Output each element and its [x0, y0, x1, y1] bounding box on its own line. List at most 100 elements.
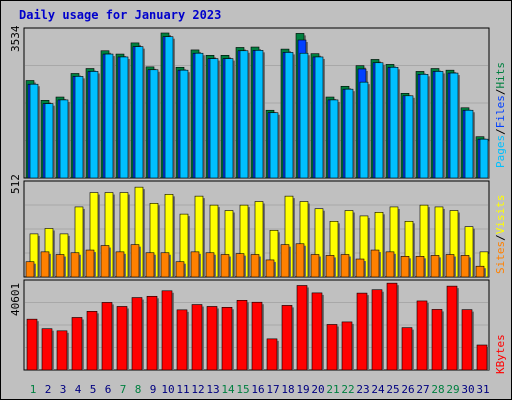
pages-bar: [329, 99, 339, 179]
sites-bar: [190, 251, 200, 278]
sites-bar: [205, 252, 215, 278]
sites-bar: [280, 244, 290, 278]
sites-bar: [100, 245, 110, 278]
kbytes-bar: [191, 304, 203, 371]
sites-bar: [265, 259, 275, 278]
pages-bar: [44, 103, 54, 179]
kbytes-bar: [236, 300, 248, 371]
sites-bar: [400, 256, 410, 278]
day-label: 27: [416, 383, 429, 396]
kbytes-bar: [311, 292, 323, 371]
pages-bar: [449, 72, 459, 179]
kbytes-bar: [461, 309, 473, 371]
day-label: 7: [120, 383, 127, 396]
sites-bar: [235, 253, 245, 278]
pages-bar: [269, 112, 279, 179]
legend-sep: /: [494, 128, 507, 135]
day-label: 25: [386, 383, 399, 396]
pages-bar: [254, 50, 264, 179]
kbytes-bar: [41, 328, 53, 371]
sites-bar: [40, 251, 50, 278]
sites-bar: [430, 255, 440, 278]
kbytes-bar: [326, 324, 338, 371]
day-label: 6: [105, 383, 112, 396]
legend-hits: Hits: [494, 62, 507, 89]
day-label: 13: [206, 383, 219, 396]
pages-bar: [179, 69, 189, 179]
max-label-hits: 3534: [9, 25, 22, 53]
pages-bar: [434, 71, 444, 179]
sites-bar: [115, 251, 125, 278]
sites-bar: [85, 249, 95, 278]
kbytes-bar: [371, 289, 383, 371]
sites-bar: [310, 254, 320, 278]
pages-bar: [464, 109, 474, 179]
day-label: 8: [135, 383, 142, 396]
pages-bar: [479, 138, 489, 179]
sites-bar: [160, 252, 170, 278]
kbytes-bar: [176, 309, 188, 371]
sites-bar: [385, 251, 395, 278]
legend-pages: Pages: [494, 134, 507, 168]
pages-bar: [299, 52, 309, 179]
sites-bar: [250, 254, 260, 278]
pages-bar: [344, 88, 354, 179]
day-label: 9: [150, 383, 157, 396]
kbytes-bar: [251, 301, 263, 371]
sites-bar: [295, 243, 305, 278]
legend-files: Files: [494, 95, 507, 129]
kbytes-bar: [56, 330, 68, 371]
day-label: 30: [461, 383, 474, 396]
day-label: 31: [476, 383, 489, 396]
sites-bar: [55, 254, 65, 278]
sites-bar: [460, 255, 470, 278]
legend-sites-visits: Sites/Visits: [494, 195, 507, 275]
kbytes-bar: [386, 282, 398, 371]
sites-bar: [175, 261, 185, 278]
pages-bar: [209, 58, 219, 179]
day-label: 15: [236, 383, 249, 396]
kbytes-bar: [266, 338, 278, 371]
day-label: 28: [431, 383, 444, 396]
pages-bar: [134, 46, 144, 179]
kbytes-bar: [356, 292, 368, 371]
pages-bar: [359, 81, 369, 179]
sites-bar: [475, 265, 485, 278]
kbytes-bar: [86, 311, 98, 371]
pages-bar: [59, 99, 69, 179]
day-label: 16: [251, 383, 264, 396]
sites-bar: [325, 255, 335, 278]
day-label: 29: [446, 383, 459, 396]
day-label: 14: [221, 383, 235, 396]
pages-bar: [284, 52, 294, 179]
day-label: 24: [371, 383, 385, 396]
pages-bar: [404, 95, 414, 179]
sites-bar: [445, 254, 455, 278]
sites-bar: [340, 254, 350, 278]
max-label-visits: 512: [9, 174, 22, 194]
kbytes-bar: [221, 307, 233, 371]
day-label: 5: [90, 383, 97, 396]
day-label: 1: [30, 383, 37, 396]
kbytes-bar: [116, 306, 128, 371]
pages-bar: [89, 71, 99, 179]
day-label: 10: [161, 383, 174, 396]
day-label: 2: [45, 383, 52, 396]
kbytes-bar: [446, 285, 458, 371]
kbytes-bar: [476, 344, 488, 371]
kbytes-bar: [101, 302, 113, 371]
pages-bar: [149, 69, 159, 179]
sites-bar: [355, 258, 365, 278]
day-label: 11: [176, 383, 189, 396]
pages-bar: [389, 66, 399, 179]
kbytes-bar: [296, 285, 308, 371]
pages-bar: [104, 53, 114, 179]
pages-bar: [239, 50, 249, 179]
day-label: 3: [60, 383, 67, 396]
pages-bar: [119, 56, 129, 179]
day-label: 21: [326, 383, 339, 396]
chart-title: Daily usage for January 2023: [19, 8, 222, 22]
day-label: 17: [266, 383, 279, 396]
sites-bar: [415, 256, 425, 278]
